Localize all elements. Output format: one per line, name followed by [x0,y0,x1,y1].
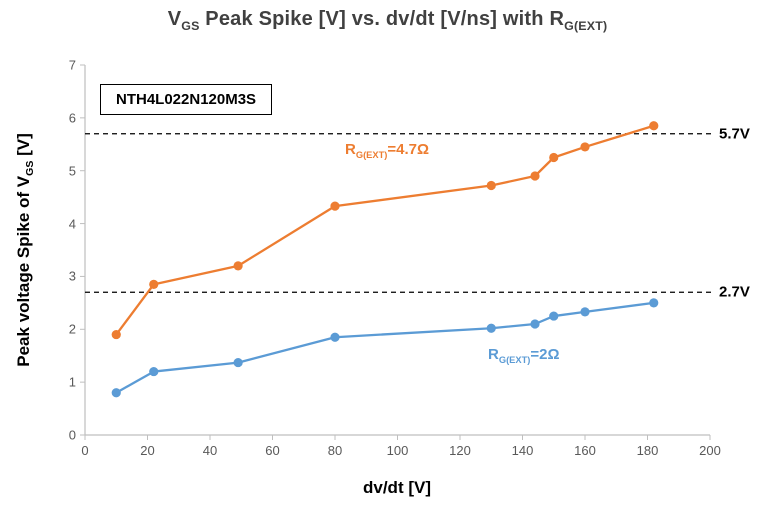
reference-line-label: 5.7V [719,125,750,143]
chart-title-v: V [167,8,182,30]
series-marker [649,298,659,308]
y-axis-title: Peak voltage Spike of VGS [V] [14,133,36,366]
x-tick-label: 60 [265,443,280,458]
series-line [115,301,655,394]
x-tick-label: 160 [574,443,596,458]
x-tick-label: 200 [699,443,721,458]
y-tick-label: 4 [68,216,76,232]
x-tick-label: 80 [327,443,343,458]
reference-line-label: 2.7V [719,283,750,301]
series-label-2-value: =2Ω [530,346,560,363]
y-tick-label: 2 [68,321,76,337]
device-label-box: NTH4L022N120M3S [100,84,273,115]
series-marker [111,388,121,398]
y-tick-label: 5 [68,163,76,179]
series-label-2-subscript: G(EXT) [498,355,531,365]
series-marker [530,171,540,181]
series-marker [649,121,659,131]
y-tick-label: 0 [68,427,76,443]
x-axis-title: dv/dt [V] [363,478,431,497]
chart-title-main-text: Peak Spike [V] vs. dv/dt [V/ns] with R [199,8,565,30]
series-marker [111,329,121,340]
chart-title: VGS Peak Spike [V] vs. dv/dt [V/ns] with… [0,8,775,33]
series-marker [580,142,590,152]
series-label-2-ohm: RG(EXT)=2Ω [488,346,560,365]
y-tick-label: 3 [68,268,76,284]
series-marker [486,180,496,191]
x-tick-label: 0 [81,443,89,458]
series-marker [549,311,559,321]
series-marker [580,307,590,317]
y-axis-title-subscript: GS [24,160,37,176]
series-marker [233,261,243,271]
series-marker [233,357,243,368]
chart-title-r-subscript: G(EXT) [564,19,608,33]
chart-title-v-subscript: GS [181,19,200,33]
x-tick-label: 20 [140,443,155,458]
series-marker [330,332,340,342]
series-marker [149,366,159,377]
x-tick-label: 40 [202,443,218,458]
y-axis-title-text: Peak voltage Spike of V [13,175,33,367]
series-marker [530,319,540,329]
series-label-2-r: R [488,346,499,363]
x-tick-label: 180 [636,443,659,458]
y-tick-label: 6 [68,110,76,126]
series-label-4-7-ohm: RG(EXT)=4.7Ω [345,141,429,160]
series-marker [486,323,496,333]
x-tick-label: 100 [386,443,409,458]
x-tick-label: 120 [449,443,471,458]
series-marker [149,279,159,289]
series-label-4-7-r: R [345,141,356,158]
x-tick-label: 140 [511,443,534,458]
series-label-4-7-subscript: G(EXT) [355,150,388,160]
series-label-4-7-value: =4.7Ω [387,141,429,158]
y-tick-label: 7 [68,57,76,73]
series-marker [330,201,340,211]
series-marker [549,152,559,163]
y-axis-title-unit: [V] [13,133,33,161]
y-tick-label: 1 [68,374,76,390]
